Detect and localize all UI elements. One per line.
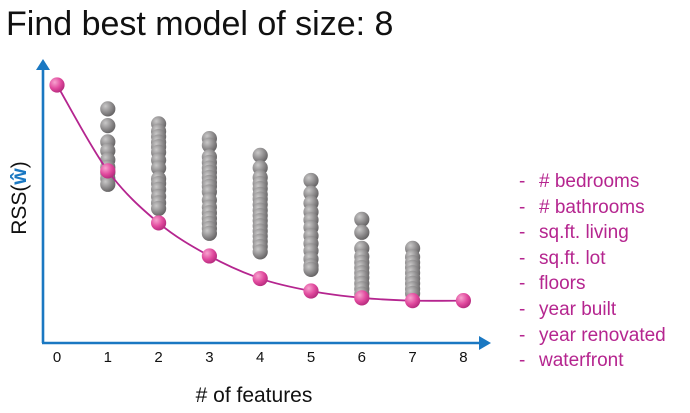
x-tick-label: 7 (408, 349, 416, 366)
feature-label: floors (539, 273, 586, 295)
best-model-point (303, 283, 319, 299)
candidate-model-point (201, 225, 217, 241)
best-model-point (151, 215, 167, 231)
best-model-point (405, 293, 421, 309)
x-tick-label: 4 (256, 349, 264, 366)
x-tick-label: 0 (53, 349, 61, 366)
x-tick-label: 2 (154, 349, 162, 366)
x-axis-arrowhead (479, 336, 491, 350)
feature-list-item: - floors (519, 271, 666, 297)
candidate-model-point (252, 147, 268, 163)
feature-bullet: - (519, 324, 526, 346)
best-model-point (455, 293, 471, 309)
axes (36, 59, 491, 350)
best-model-point (252, 270, 268, 287)
feature-list-item: - year built (519, 297, 666, 323)
best-model-points (49, 77, 471, 309)
feature-list-item: - year renovated (519, 323, 666, 349)
feature-list-item: - # bathrooms (519, 195, 666, 221)
candidate-model-point (151, 200, 167, 217)
y-axis-title: RSS(ŵ) (8, 161, 31, 235)
feature-label: year built (539, 298, 617, 320)
feature-label: # bedrooms (539, 171, 640, 192)
slide-title: Find best model of size: 8 (6, 5, 394, 43)
x-tick-label: 5 (307, 349, 315, 366)
x-tick-label: 3 (205, 349, 213, 366)
y-axis-title-prefix: RSS( (8, 185, 31, 235)
best-model-point (354, 290, 370, 306)
feature-label: sq.ft. living (539, 222, 629, 244)
candidate-model-point (100, 101, 116, 117)
feature-bullet: - (519, 298, 526, 320)
x-axis-title: # of features (196, 384, 313, 407)
feature-bullet: - (519, 247, 526, 269)
feature-list-item: - sq.ft. living (519, 220, 666, 246)
x-tick-labels: 0 1 2 3 4 5 6 7 8 (53, 349, 468, 366)
candidate-model-point (354, 211, 370, 227)
feature-list-item: - waterfront (519, 348, 666, 374)
feature-label: year renovated (539, 324, 666, 346)
best-model-point (201, 248, 217, 264)
x-tick-label: 6 (358, 349, 366, 366)
candidate-model-point (354, 224, 370, 240)
feature-bullet: - (519, 273, 526, 295)
candidate-model-point (100, 176, 116, 192)
feature-label: # bathrooms (539, 196, 645, 218)
feature-label: waterfront (539, 350, 624, 372)
candidate-model-point (303, 261, 319, 278)
feature-list-item: - sq.ft. lot (519, 246, 666, 272)
best-model-point (49, 77, 65, 93)
feature-list: - # bedrooms - # bathrooms - sq.ft. living - sq… (519, 169, 666, 374)
candidate-model-point (151, 160, 167, 176)
feature-label: sq.ft. lot (539, 247, 606, 269)
feature-list-item: - # bedrooms (519, 169, 666, 195)
feature-bullet: - (519, 171, 526, 192)
x-tick-label: 1 (104, 349, 112, 366)
y-axis-title-suffix: ) (8, 161, 31, 168)
feature-bullet: - (519, 350, 526, 372)
feature-bullet: - (519, 222, 526, 244)
x-tick-label: 8 (459, 349, 467, 366)
best-model-point (100, 163, 116, 179)
candidate-model-point (252, 244, 268, 260)
candidate-model-point (303, 172, 319, 189)
y-axis-arrowhead (36, 59, 50, 70)
feature-bullet: - (519, 196, 526, 218)
y-axis-title-vector: ŵ (8, 168, 31, 186)
candidate-model-point (201, 137, 217, 153)
candidate-model-point (100, 118, 116, 134)
